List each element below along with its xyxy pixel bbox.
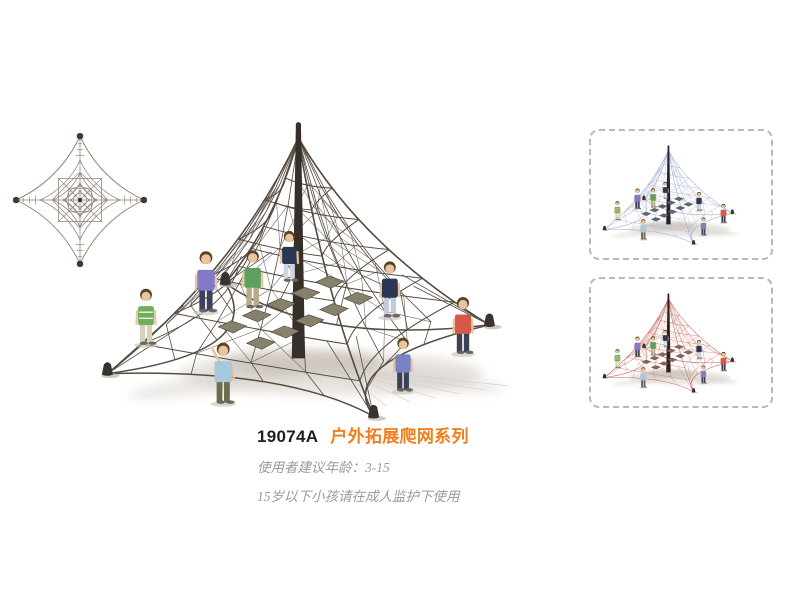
main-product-render [82, 110, 590, 428]
product-title: 户外拓展爬网系列 [330, 427, 469, 446]
caption-block: 19074A 户外拓展爬网系列 使用者建议年龄：3-15 15岁以下小孩请在成人监… [257, 422, 469, 505]
variant-panel-blue [589, 129, 773, 260]
variant-blue-illustration [602, 145, 739, 246]
product-code: 19074A [257, 427, 319, 446]
top-view-star-net-icon [12, 132, 148, 268]
climbing-net-illustration [101, 122, 509, 421]
top-view-diagram [12, 132, 148, 268]
supervision-note: 15岁以下小孩请在成人监护下使用 [257, 489, 460, 504]
variant-red-illustration [602, 293, 739, 394]
age-recommendation: 使用者建议年龄：3-15 [257, 460, 390, 475]
variant-panel-red [589, 277, 773, 408]
product-title-line: 19074A 户外拓展爬网系列 [257, 422, 469, 447]
